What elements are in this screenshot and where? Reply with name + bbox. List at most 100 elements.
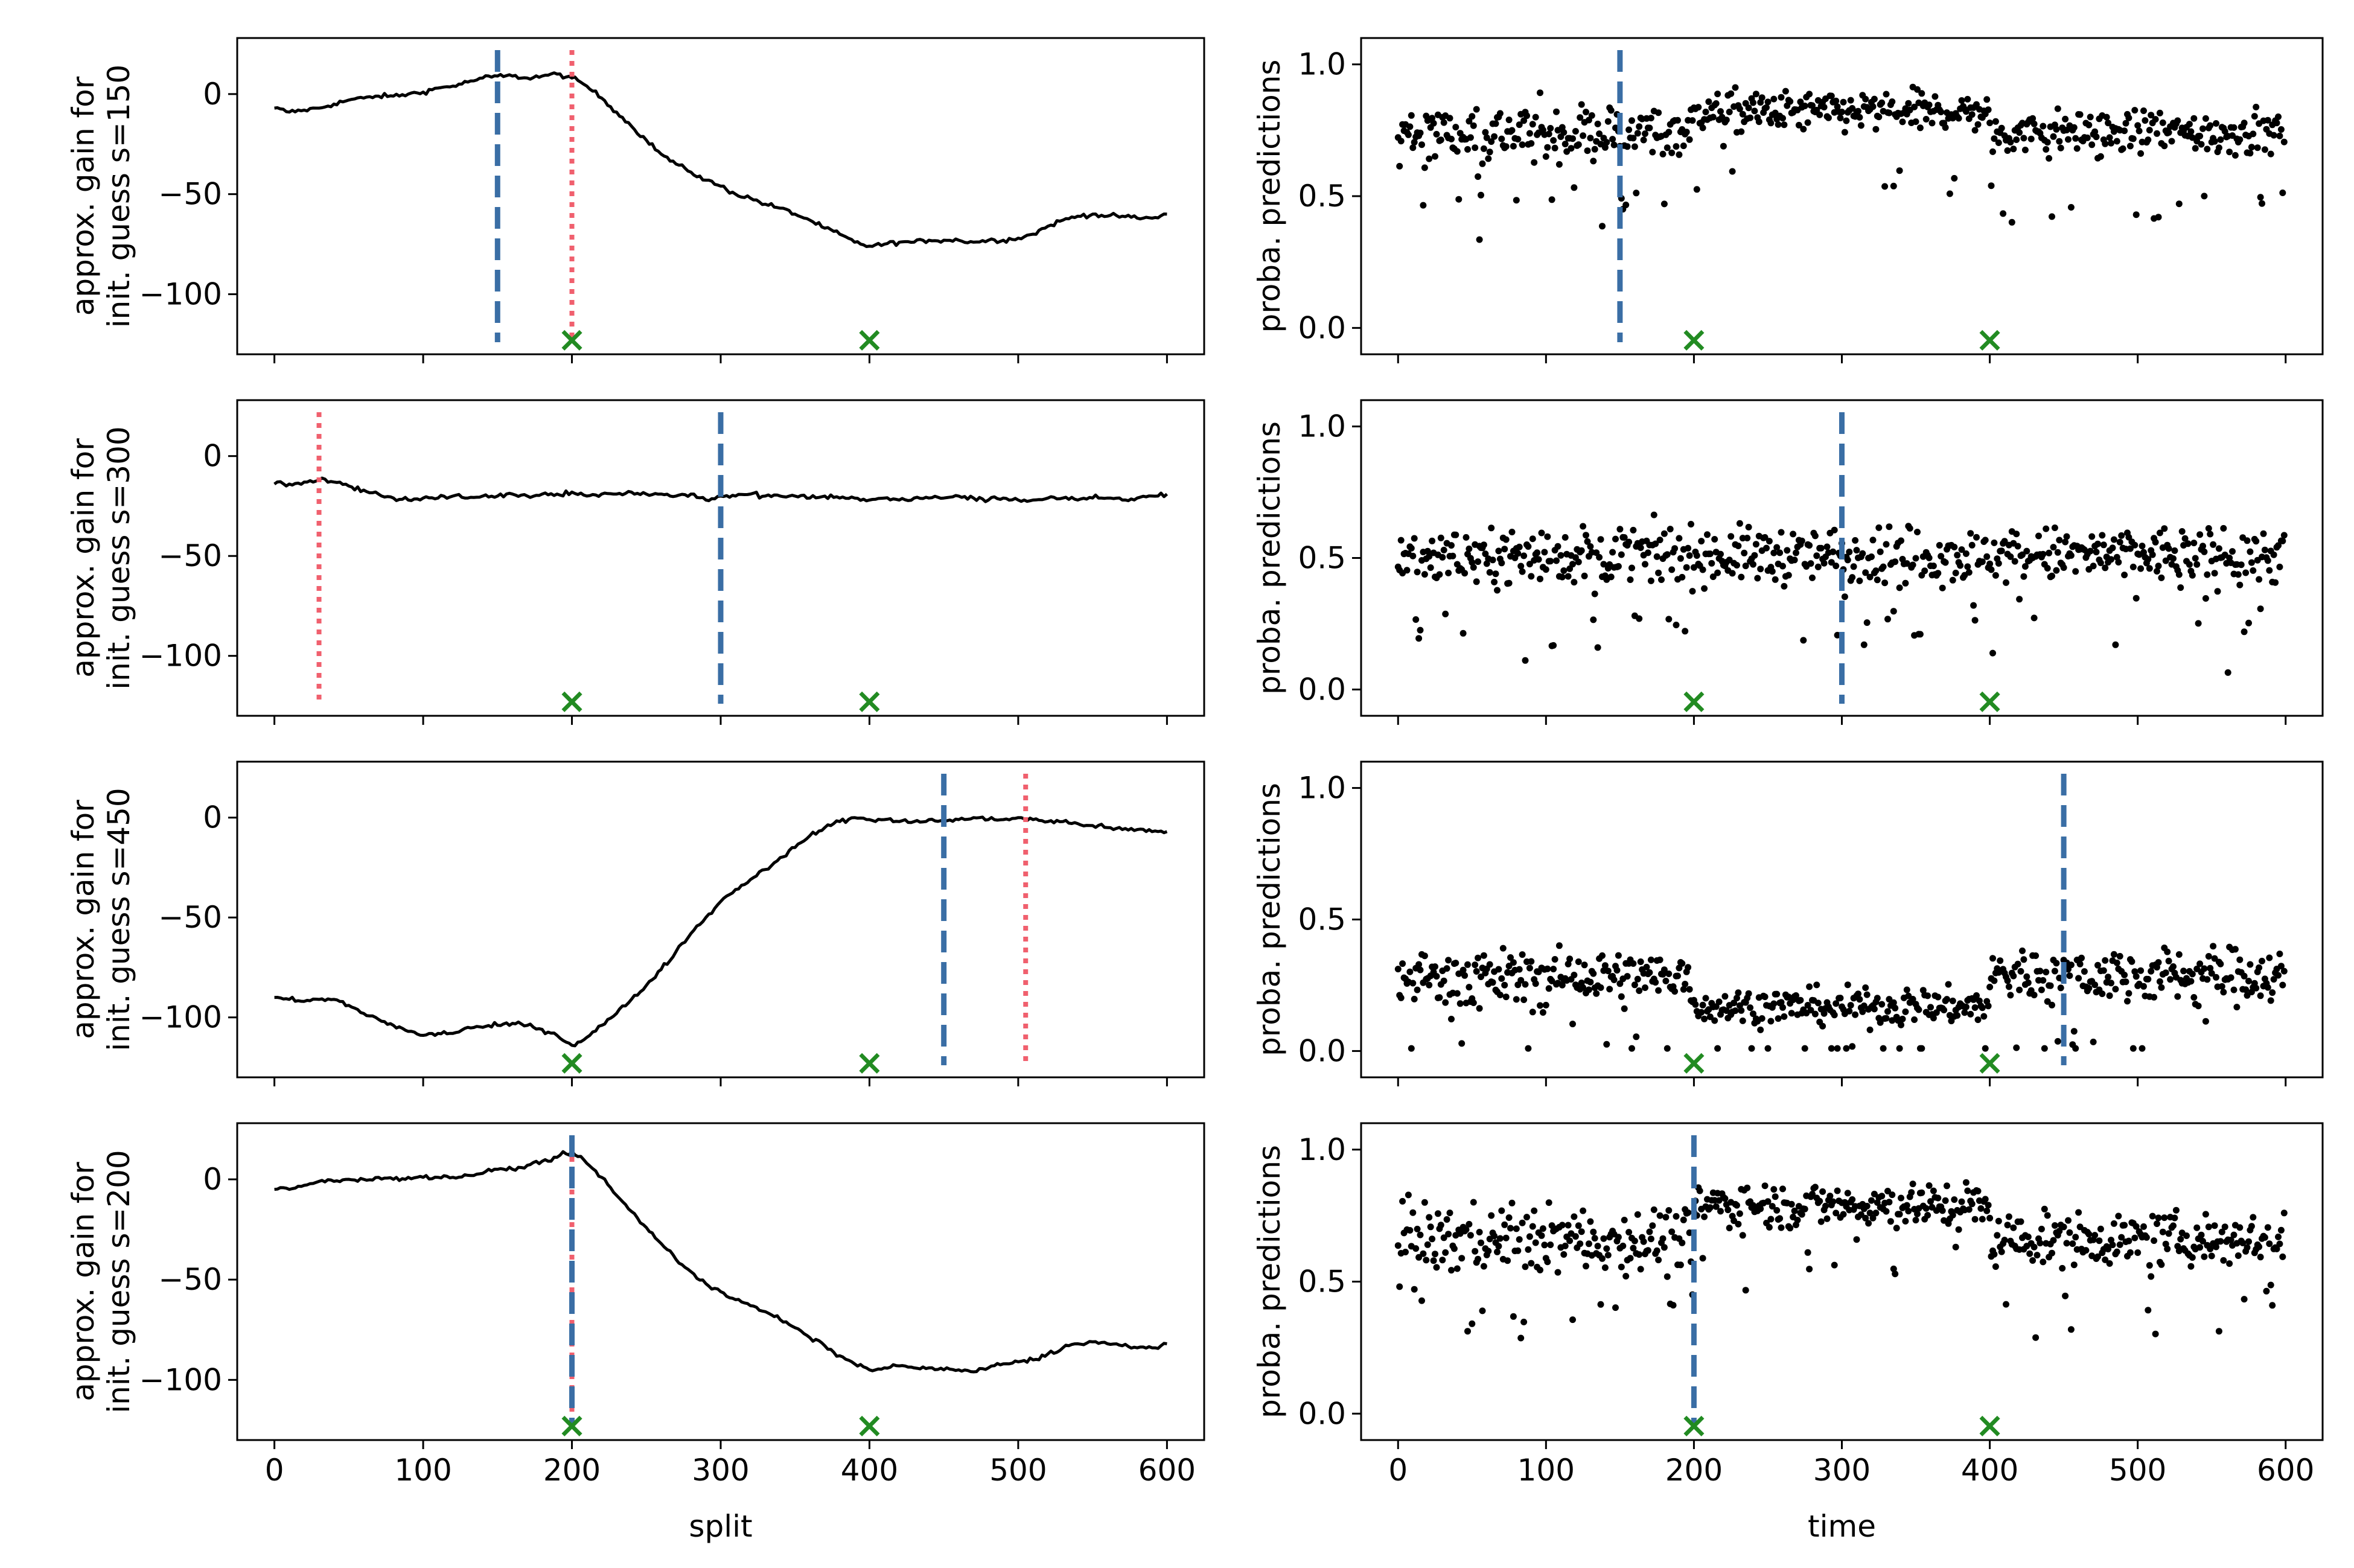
y-tick-label: 1.0 [1298,771,1346,806]
prediction-point [1505,579,1513,587]
prediction-point [2190,540,2198,547]
prediction-point [1954,1012,1961,1019]
prediction-point [2266,1240,2273,1248]
prediction-point [1912,118,1919,126]
prediction-point [1739,1017,1746,1024]
prediction-point [1886,1199,1893,1206]
prediction-point [2125,114,2132,121]
prediction-point [1399,1197,1406,1205]
prediction-point [2162,557,2169,564]
prediction-point [1704,531,1711,538]
prediction-point [1496,110,1504,117]
prediction-point [1566,1237,1574,1245]
prediction-point [1924,992,1931,999]
prediction-point [1406,1227,1414,1234]
prediction-point [1643,963,1650,970]
prediction-point [2145,136,2152,144]
prediction-point [1560,129,1568,136]
prediction-point [1816,1197,1823,1205]
prediction-point [2196,1244,2204,1251]
prediction-point [1553,557,1560,564]
x-tick-label: 0 [265,1453,284,1488]
prediction-point [1985,1002,1992,1010]
prediction-point [1811,1010,1819,1018]
prediction-point [2161,525,2168,532]
prediction-point [2090,563,2097,570]
prediction-point [2161,1214,2168,1222]
prediction-point [1958,1198,1965,1205]
prediction-point [2008,218,2015,226]
prediction-point [2257,1254,2264,1261]
prediction-point [1751,107,1758,115]
gain-curve [274,1150,1167,1374]
prediction-point [1726,109,1733,115]
prediction-point [1791,1207,1798,1214]
true-change-marker: × [1679,1042,1709,1083]
x-tick-label: 600 [1138,1453,1196,1488]
prediction-point [1625,126,1633,133]
prediction-point [1571,1213,1578,1220]
prediction-point [2238,561,2245,569]
prediction-point [1587,543,1594,550]
prediction-point [1547,1241,1554,1248]
prediction-point [2270,551,2277,558]
prediction-point [1489,979,1496,986]
prediction-point [1437,1222,1444,1229]
prediction-point [1790,531,1797,538]
prediction-point [1868,1197,1875,1204]
prediction-point [1433,1264,1440,1271]
prediction-point [2272,579,2279,586]
prediction-point [1787,1225,1794,1232]
prediction-point [2253,103,2260,110]
prediction-point [2155,563,2162,570]
prediction-point [1403,567,1411,574]
prediction-point [1631,1237,1638,1245]
prediction-point [1445,569,1452,576]
prediction-point [2204,145,2211,153]
prediction-point [1452,531,1459,538]
prediction-point [1594,644,1601,651]
prediction-point [2201,193,2208,200]
prediction-point [1889,98,1896,105]
prediction-point [1432,153,1438,160]
prediction-point [1519,951,1526,958]
prediction-point [1927,1004,1934,1011]
prediction-point [2014,543,2021,550]
prediction-point [1837,115,1844,121]
prediction-point [1640,1238,1647,1245]
prediction-point [1495,1243,1502,1250]
prediction-point [1494,587,1501,594]
prediction-point [2266,567,2273,574]
true-change-marker: × [1975,319,2005,360]
prediction-point [1992,1263,1999,1270]
prediction-point [2040,977,2047,984]
prediction-point [2054,549,2061,556]
prediction-point [1942,1197,1949,1204]
prediction-point [1782,88,1789,95]
prediction-point [1597,536,1604,543]
prediction-point [1764,1045,1772,1052]
prediction-point [1829,1198,1837,1205]
prediction-point [1807,560,1814,567]
prediction-point [1938,553,1945,560]
prediction-point [1475,173,1482,180]
prediction-point [1637,1266,1644,1273]
prediction-point [1458,1040,1466,1047]
prediction-point [1432,1251,1438,1258]
prediction-point [1692,1001,1699,1008]
prediction-point [1544,144,1551,151]
prediction-point [1804,1249,1811,1256]
prediction-point [2241,1296,2248,1303]
prediction-point [2054,1037,2061,1045]
prediction-point [2220,524,2227,532]
prediction-point [1491,578,1498,585]
prediction-point [1399,960,1406,967]
prediction-point [1597,1301,1604,1308]
prediction-point [2146,565,2153,572]
prediction-point [2273,120,2280,127]
prediction-point [2106,992,2113,999]
prediction-point [1941,1007,1948,1013]
prediction-point [1954,552,1961,559]
prediction-point [1754,575,1761,582]
